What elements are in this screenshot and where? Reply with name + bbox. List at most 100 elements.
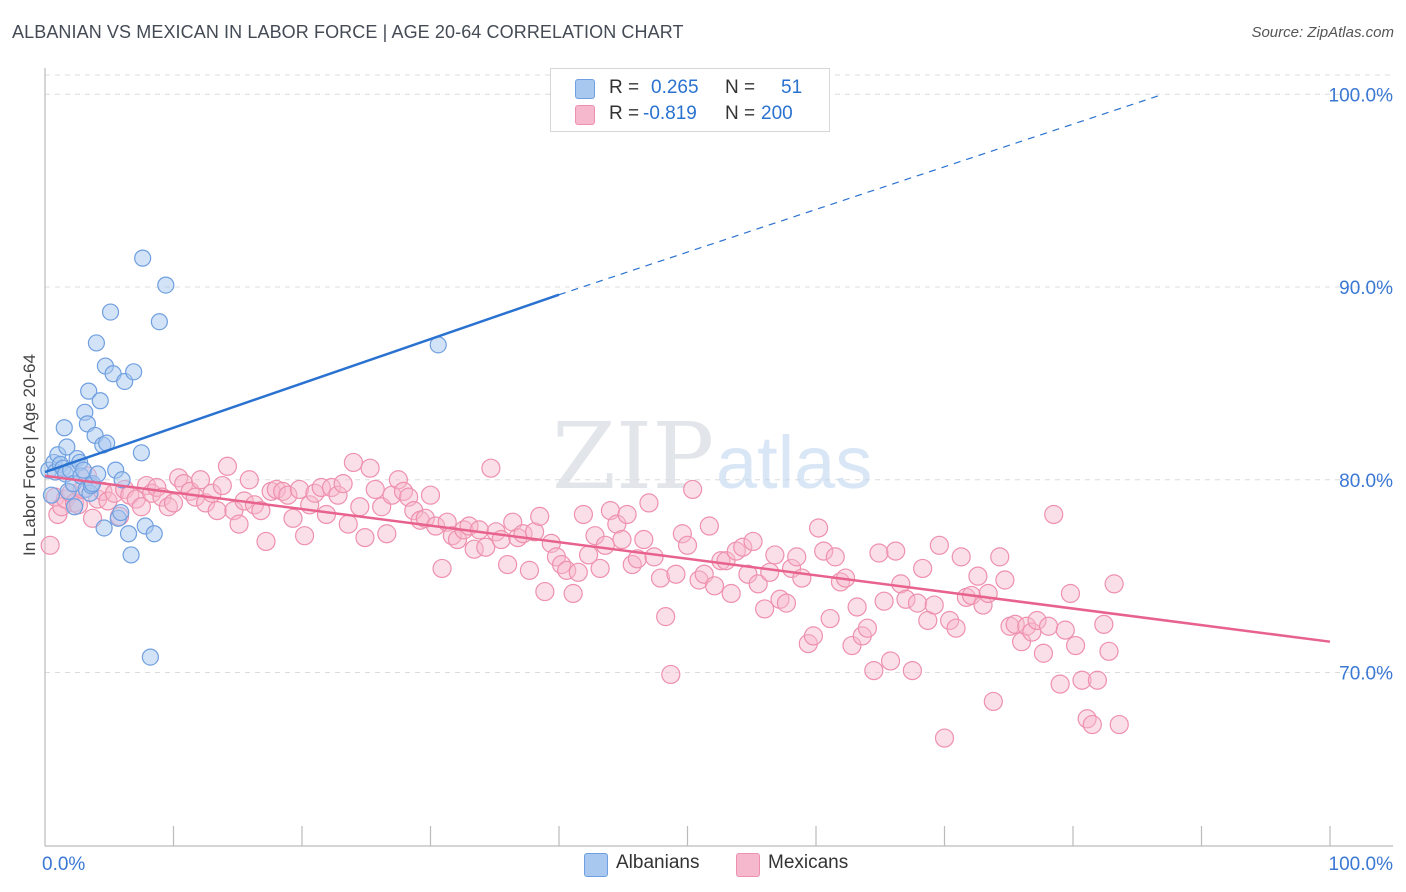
mexican-legend-swatch: [736, 853, 760, 877]
mexican-point: [924, 595, 944, 615]
mexican-point: [622, 554, 642, 575]
mexican-point: [1044, 504, 1064, 525]
mexican-point: [913, 558, 933, 579]
mexican-point: [524, 522, 545, 542]
y-tick-label: 90.0%: [1339, 278, 1393, 299]
mexican-point: [217, 456, 238, 476]
mexican-point: [666, 564, 686, 584]
mexican-point: [568, 562, 588, 582]
mexican-point: [1033, 643, 1054, 663]
mexican-point: [377, 524, 397, 544]
source-note: Source: ZipAtlas.com: [1251, 24, 1394, 41]
mexican-point: [990, 547, 1010, 567]
mexican-point: [360, 458, 380, 478]
mexican-point: [704, 576, 725, 596]
mexican-point: [447, 529, 468, 550]
mexican-point: [874, 591, 894, 611]
mexican-point: [251, 501, 271, 521]
mexican-point: [158, 497, 178, 517]
mexican-point: [934, 728, 955, 748]
mexican-point: [590, 558, 610, 579]
mexican-point: [82, 508, 103, 528]
x-tick-label-min: 0.0%: [42, 854, 85, 875]
mexican-point: [847, 597, 867, 617]
mexican-point: [1055, 620, 1075, 640]
mexican-point: [595, 535, 615, 555]
mexican-point: [442, 526, 462, 546]
albanian-n-value: 51: [781, 77, 803, 98]
mexican-point: [404, 501, 424, 521]
mexican-point: [321, 477, 342, 498]
mexican-point: [1099, 641, 1119, 661]
mexican-point: [1017, 616, 1037, 636]
mexican-point: [820, 608, 840, 629]
x-tick-labels: 0.0% 100.0%: [42, 854, 1393, 875]
mexican-point: [535, 581, 555, 602]
mexican-point: [733, 537, 753, 557]
mexican-point: [316, 504, 337, 525]
albanian-point: [42, 486, 61, 504]
albanian-legend-label: Albanians: [616, 852, 700, 873]
mexican-point: [585, 526, 605, 546]
mexican-point: [896, 589, 916, 609]
mexican-point: [420, 485, 441, 505]
mexican-point: [1109, 714, 1129, 735]
mexican-point: [612, 529, 632, 550]
albanian-point: [80, 382, 98, 400]
mexican-point: [163, 493, 184, 513]
mexican-swatch: [575, 105, 595, 125]
albanian-points: [40, 249, 447, 666]
albanian-point: [101, 303, 120, 321]
mexican-point: [617, 504, 637, 525]
mexican-point: [699, 516, 719, 536]
albanian-point: [150, 313, 168, 331]
mexican-point: [1027, 610, 1047, 631]
mexican-point: [40, 535, 60, 555]
mexican-point: [432, 558, 452, 579]
mexican-point: [776, 593, 797, 613]
albanian-point: [58, 438, 76, 456]
mexican-point: [212, 475, 232, 496]
mexican-point: [415, 508, 435, 528]
mexican-point: [929, 535, 949, 555]
mexican-point: [857, 618, 878, 638]
mexican-point: [190, 470, 211, 490]
mexican-point: [627, 549, 647, 569]
mexican-point: [808, 518, 829, 538]
stats-legend: R = 0.265 N = 51 R = -0.819 N = 200: [550, 68, 830, 132]
mexican-point: [661, 664, 681, 685]
mexican-point: [1104, 574, 1124, 594]
mexican-point: [907, 593, 928, 613]
mexican-point: [748, 574, 768, 594]
mexican-point: [476, 537, 496, 557]
mexican-point: [650, 568, 671, 588]
albanian-point: [55, 419, 73, 437]
albanian-point: [112, 503, 130, 522]
mexican-point: [1082, 714, 1102, 735]
mexican-point: [294, 526, 315, 546]
mexican-point: [283, 508, 303, 528]
mexican-point: [738, 564, 758, 584]
mexican-point: [289, 479, 310, 500]
mexican-point: [787, 547, 807, 567]
mexican-point: [98, 491, 118, 511]
albanian-point: [119, 525, 138, 543]
y-tick-labels: 70.0% 80.0% 90.0% 100.0%: [1329, 85, 1394, 684]
mexican-point: [978, 583, 998, 604]
mexican-point: [388, 470, 408, 490]
mexican-point: [951, 547, 971, 567]
mexican-point: [743, 531, 763, 552]
albanian-point: [87, 334, 106, 352]
chart-title: ALBANIAN VS MEXICAN IN LABOR FORCE | AGE…: [12, 22, 684, 42]
albanian-point: [134, 249, 152, 267]
albanian-point: [157, 276, 175, 294]
n-label: N =: [725, 103, 756, 124]
mexican-point: [131, 497, 151, 517]
mexican-point: [1077, 709, 1097, 729]
series-legend: Albanians Mexicans: [0, 852, 1406, 877]
albanian-point: [113, 471, 131, 489]
albanian-point: [125, 363, 143, 381]
watermark-zip: ZIP: [552, 403, 714, 510]
mexican-point: [814, 541, 834, 561]
watermark-atlas: atlas: [716, 421, 872, 504]
